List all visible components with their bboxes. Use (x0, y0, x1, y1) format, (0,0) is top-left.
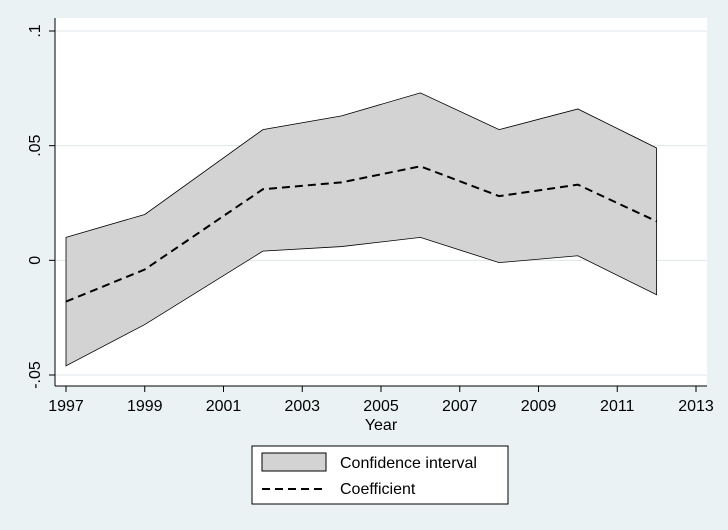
x-tick-label-8: 2013 (678, 398, 714, 415)
y-tick-label-0: -.05 (27, 361, 44, 389)
confidence-band (65, 92, 658, 367)
series (65, 165, 658, 303)
x-tick-label-4: 2005 (363, 398, 399, 415)
x-tick-label-2: 2001 (206, 398, 242, 415)
x-tick-label-6: 2009 (521, 398, 557, 415)
legend: Confidence interval Coefficient (251, 445, 509, 505)
x-tick-label-1: 1999 (127, 398, 163, 415)
legend-label-coefficient: Coefficient (340, 481, 416, 498)
x-axis-title: Year (365, 417, 398, 434)
y-tick-label-2: .05 (27, 134, 44, 156)
legend-swatch-confidence-interval (261, 452, 327, 472)
confidence-interval-area (65, 92, 658, 367)
y-tick-label-1: 0 (27, 256, 44, 265)
axes: 1997 1999 2001 2003 2005 2007 2009 2011 2013 -.05… (27, 18, 714, 415)
x-tick-label-7: 2011 (600, 398, 635, 415)
y-tick-label-3: .1 (27, 24, 44, 37)
coefficient-line (65, 165, 658, 303)
x-tick-label-3: 2003 (284, 398, 320, 415)
x-tick-label-0: 1997 (48, 398, 84, 415)
legend-label-confidence-interval: Confidence interval (340, 455, 477, 472)
x-tick-label-5: 2007 (442, 398, 478, 415)
